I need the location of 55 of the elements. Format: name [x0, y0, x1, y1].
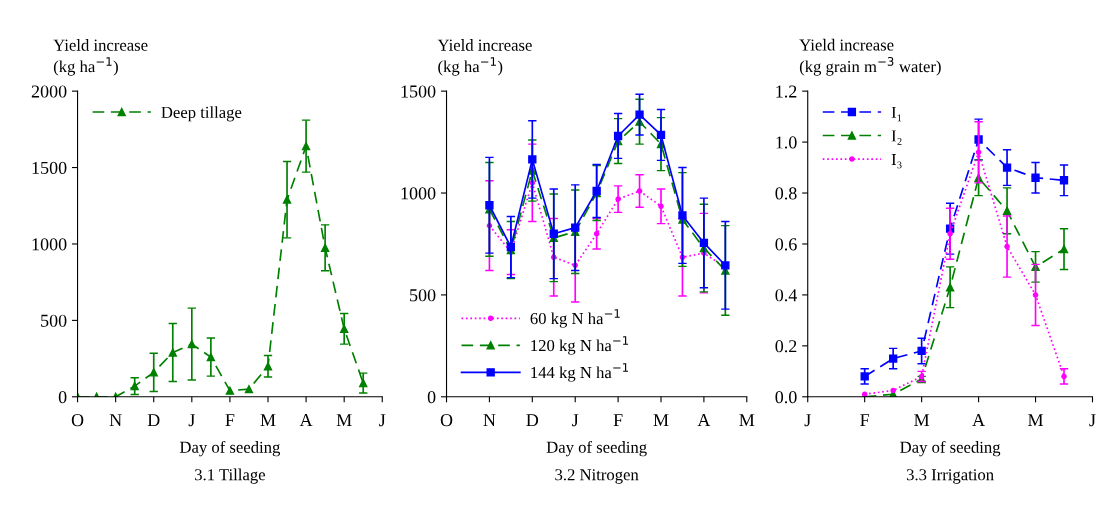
x-tick-label: M: [739, 414, 755, 426]
x-tick-label: A: [299, 414, 313, 426]
x-axis-title: Day of seeding: [900, 440, 1001, 457]
y-tick-label: 0: [427, 391, 436, 404]
legend-label: 144 kg N ha$^{−1}$: [531, 363, 629, 382]
legend-label: 120 kg N ha$^{−1}$: [531, 336, 629, 355]
x-axis-title: Day of seeding: [546, 440, 647, 457]
y-axis-title: Yield increase (kg grain m$^{−3}$ water): [799, 38, 941, 76]
y-axis-title: Yield increase (kg ha$^{−1}$): [437, 39, 532, 76]
x-tick-label: A: [697, 414, 711, 426]
y-tick-label: 0.0: [775, 391, 797, 404]
x-tick-label: D: [526, 414, 539, 427]
y-tick-label: 0: [58, 391, 67, 404]
text: 3.1 Tillage: [195, 468, 265, 484]
y-tick-label: 0.8: [775, 187, 797, 200]
x-tick-label: F: [860, 414, 870, 426]
y-tick-label: 2000: [31, 85, 67, 98]
x-tick-label: J: [1089, 414, 1096, 427]
y-tick-label: 1000: [401, 187, 436, 200]
x-tick-label: O: [440, 414, 453, 427]
x-axis-title: Day of seeding: [179, 440, 281, 457]
x-tick-label: J: [572, 414, 579, 427]
x-tick-label: M: [1028, 414, 1044, 426]
x-tick-label: J: [804, 414, 811, 427]
y-tick-label: 0.6: [775, 238, 797, 251]
y-tick-label: 1000: [32, 238, 67, 251]
x-tick-label: F: [225, 414, 235, 426]
legend-label: I₁: [891, 106, 902, 122]
y-tick-label: 1.2: [776, 85, 797, 98]
y-axis-title: Yield increase (kg ha$^{−1}$): [53, 39, 148, 76]
y-tick-label: 0.2: [775, 340, 797, 353]
legend-label: 60 kg N ha$^{−1}$: [530, 309, 620, 328]
x-tick-label: M: [914, 414, 930, 426]
y-tick-label: 1.0: [776, 136, 797, 149]
x-tick-label: J: [379, 414, 386, 427]
text: 3.2 Nitrogen: [555, 469, 639, 484]
x-tick-label: M: [260, 414, 276, 426]
x-tick-label: N: [109, 414, 122, 426]
legend-label: Deep tillage: [161, 106, 242, 122]
legend-label: I₂: [891, 130, 902, 145]
x-tick-label: F: [613, 414, 623, 426]
legend-label: I₃: [891, 153, 902, 169]
text: 3.3 Irrigation: [906, 469, 994, 484]
y-tick-label: 1500: [32, 161, 67, 174]
y-tick-label: 1500: [401, 85, 436, 98]
x-tick-label: N: [483, 414, 496, 426]
x-tick-label: M: [653, 414, 669, 426]
y-tick-label: 500: [410, 289, 436, 302]
y-tick-label: 0.4: [775, 289, 798, 302]
x-tick-label: A: [972, 414, 985, 426]
x-tick-label: O: [71, 414, 84, 427]
y-tick-label: 500: [41, 314, 67, 327]
x-tick-label: M: [336, 414, 352, 426]
x-tick-label: J: [188, 414, 195, 427]
x-tick-label: D: [147, 414, 160, 427]
